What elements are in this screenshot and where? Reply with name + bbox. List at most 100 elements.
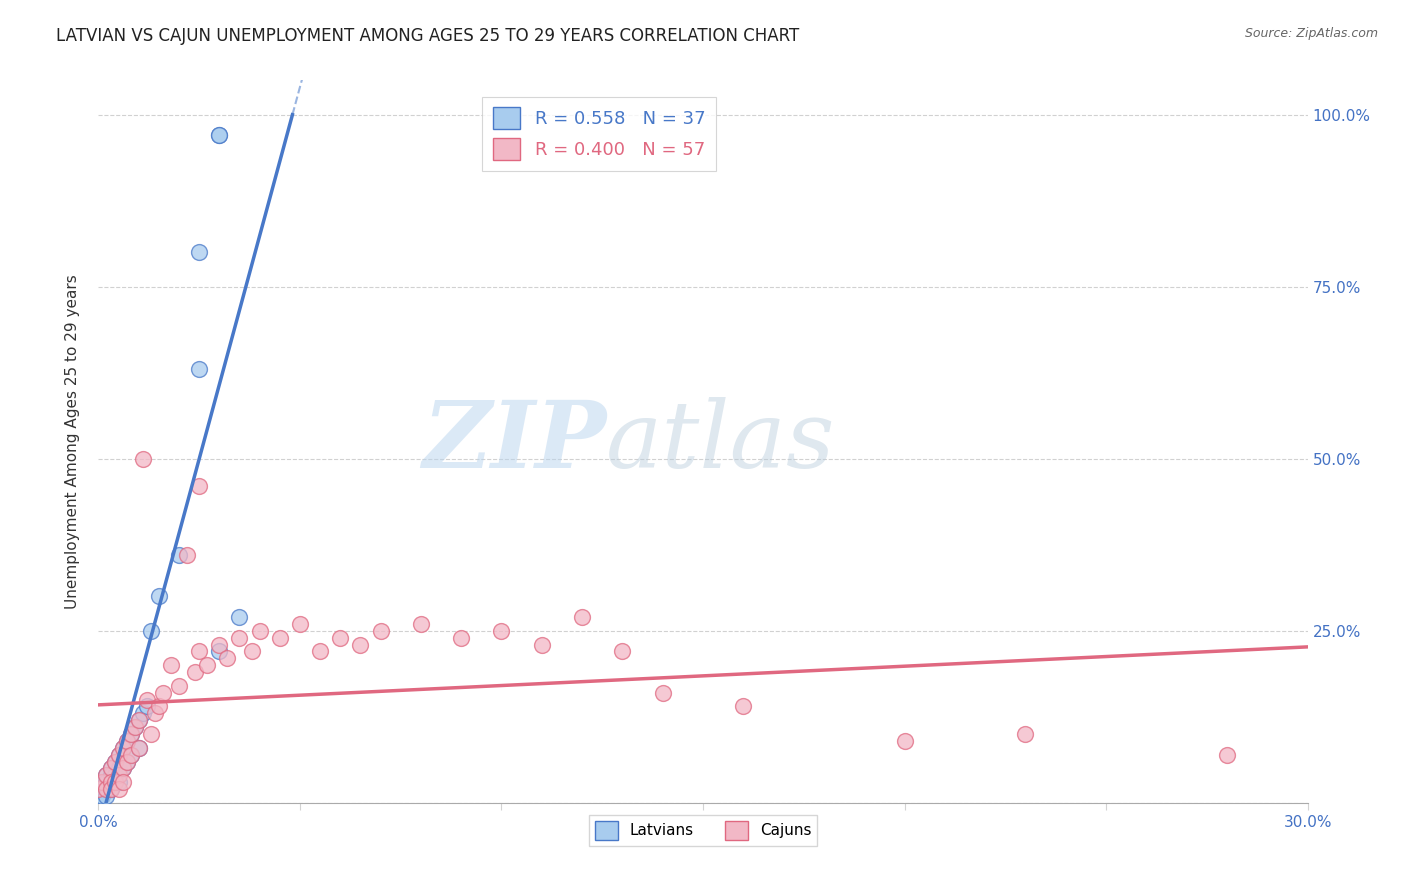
Point — [107, 782, 129, 797]
Point — [100, 782, 122, 797]
Point — [91, 782, 114, 797]
Point — [184, 665, 207, 679]
Point — [91, 789, 114, 803]
Point — [893, 734, 915, 748]
Point — [530, 638, 553, 652]
Point — [120, 727, 142, 741]
Point — [132, 451, 155, 466]
Point — [111, 761, 134, 775]
Point — [96, 768, 118, 782]
Point — [103, 775, 125, 789]
Point — [100, 761, 122, 775]
Point — [111, 775, 134, 789]
Point — [148, 699, 170, 714]
Point — [139, 624, 162, 638]
Point — [128, 740, 150, 755]
Point — [612, 644, 634, 658]
Point — [107, 747, 129, 762]
Point — [107, 775, 129, 789]
Point — [143, 706, 166, 721]
Point — [349, 638, 371, 652]
Point — [188, 245, 211, 260]
Point — [733, 699, 755, 714]
Point — [103, 775, 125, 789]
Point — [329, 631, 352, 645]
Point — [167, 548, 190, 562]
Point — [120, 747, 142, 762]
Point — [491, 624, 513, 638]
Point — [96, 768, 118, 782]
Point — [208, 644, 231, 658]
Point — [208, 638, 231, 652]
Point — [1216, 747, 1239, 762]
Point — [91, 775, 114, 789]
Text: atlas: atlas — [606, 397, 835, 486]
Point — [120, 727, 142, 741]
Point — [115, 755, 138, 769]
Point — [217, 651, 239, 665]
Point — [96, 789, 118, 803]
Point — [128, 713, 150, 727]
Point — [309, 644, 332, 658]
Point — [111, 761, 134, 775]
Point — [103, 768, 125, 782]
Point — [288, 616, 311, 631]
Point — [152, 686, 174, 700]
Point — [115, 734, 138, 748]
Point — [128, 713, 150, 727]
Point — [409, 616, 432, 631]
Point — [148, 590, 170, 604]
Point — [651, 686, 673, 700]
Point — [124, 720, 146, 734]
Point — [188, 644, 211, 658]
Point — [1014, 727, 1036, 741]
Point — [107, 747, 129, 762]
Point — [249, 624, 271, 638]
Point — [188, 362, 211, 376]
Point — [160, 658, 183, 673]
Point — [228, 631, 250, 645]
Point — [111, 740, 134, 755]
Point — [370, 624, 392, 638]
Point — [100, 775, 122, 789]
Point — [208, 128, 231, 143]
Legend: Latvians, Cajuns: Latvians, Cajuns — [589, 815, 817, 846]
Point — [450, 631, 472, 645]
Point — [103, 755, 125, 769]
Text: ZIP: ZIP — [422, 397, 606, 486]
Point — [100, 761, 122, 775]
Point — [100, 782, 122, 797]
Point — [115, 734, 138, 748]
Point — [96, 782, 118, 797]
Point — [135, 699, 157, 714]
Point — [167, 679, 190, 693]
Y-axis label: Unemployment Among Ages 25 to 29 years: Unemployment Among Ages 25 to 29 years — [65, 274, 80, 609]
Point — [176, 548, 198, 562]
Point — [96, 782, 118, 797]
Point — [195, 658, 218, 673]
Point — [139, 727, 162, 741]
Point — [115, 755, 138, 769]
Point — [120, 747, 142, 762]
Point — [103, 755, 125, 769]
Point — [107, 768, 129, 782]
Text: Source: ZipAtlas.com: Source: ZipAtlas.com — [1244, 27, 1378, 40]
Point — [128, 740, 150, 755]
Point — [188, 479, 211, 493]
Point — [87, 782, 110, 797]
Point — [571, 610, 593, 624]
Point — [100, 768, 122, 782]
Point — [132, 706, 155, 721]
Point — [208, 128, 231, 143]
Point — [135, 692, 157, 706]
Point — [124, 720, 146, 734]
Point — [87, 789, 110, 803]
Point — [91, 775, 114, 789]
Point — [269, 631, 291, 645]
Point — [240, 644, 263, 658]
Point — [107, 761, 129, 775]
Point — [111, 740, 134, 755]
Point — [228, 610, 250, 624]
Point — [96, 775, 118, 789]
Text: LATVIAN VS CAJUN UNEMPLOYMENT AMONG AGES 25 TO 29 YEARS CORRELATION CHART: LATVIAN VS CAJUN UNEMPLOYMENT AMONG AGES… — [56, 27, 800, 45]
